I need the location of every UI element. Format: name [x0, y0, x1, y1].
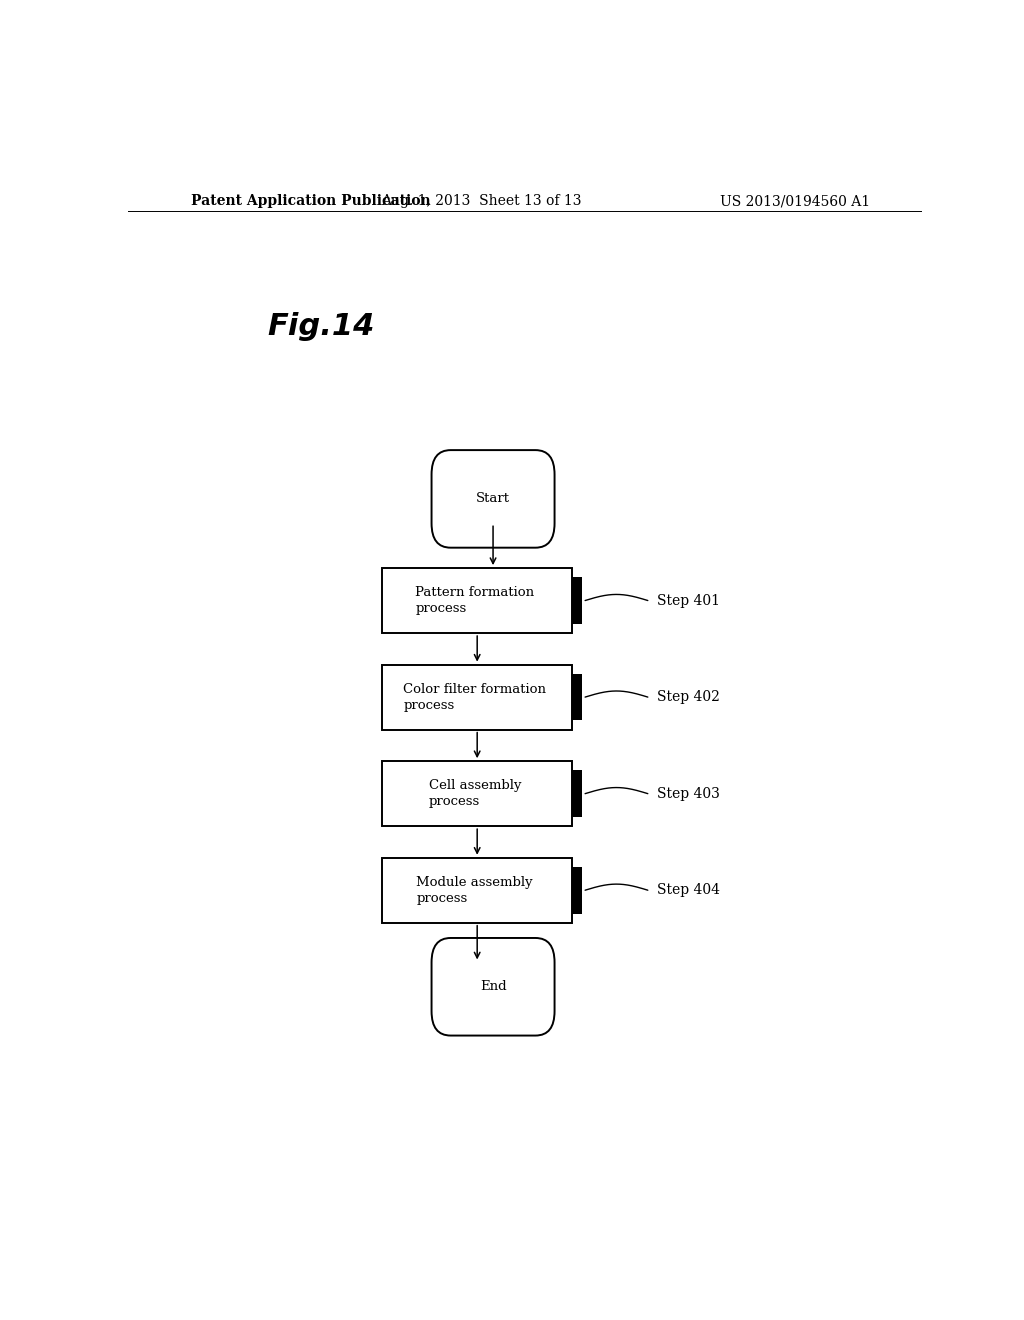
Bar [572, 867, 582, 913]
Text: Cell assembly
process: Cell assembly process [429, 779, 521, 808]
Bar [382, 664, 572, 730]
Text: US 2013/0194560 A1: US 2013/0194560 A1 [720, 194, 869, 209]
Bar [572, 577, 582, 624]
Bar [572, 771, 582, 817]
Text: Color filter formation
process: Color filter formation process [403, 682, 546, 711]
Bar [382, 568, 572, 634]
Text: Module assembly
process: Module assembly process [417, 875, 534, 904]
FancyBboxPatch shape [431, 450, 555, 548]
Text: Start: Start [476, 492, 510, 506]
Text: End: End [479, 981, 507, 993]
Bar [382, 858, 572, 923]
Text: Fig.14: Fig.14 [267, 312, 374, 341]
Bar [572, 673, 582, 721]
Text: Aug. 1, 2013  Sheet 13 of 13: Aug. 1, 2013 Sheet 13 of 13 [381, 194, 582, 209]
Text: Step 403: Step 403 [657, 787, 720, 801]
Text: Patent Application Publication: Patent Application Publication [191, 194, 431, 209]
FancyBboxPatch shape [431, 939, 555, 1036]
Text: Step 404: Step 404 [657, 883, 720, 898]
Bar [382, 762, 572, 826]
Text: Pattern formation
process: Pattern formation process [416, 586, 535, 615]
Text: Step 402: Step 402 [657, 690, 720, 704]
Text: Step 401: Step 401 [657, 594, 720, 607]
